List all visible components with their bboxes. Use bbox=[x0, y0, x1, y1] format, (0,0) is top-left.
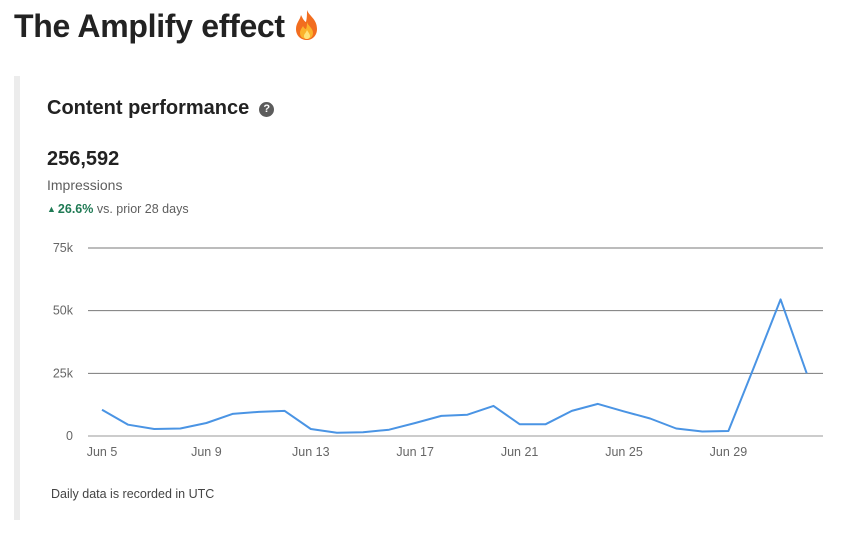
data-point bbox=[492, 405, 494, 407]
data-point bbox=[753, 365, 755, 367]
data-point bbox=[571, 410, 573, 412]
y-tick-label: 50k bbox=[53, 304, 74, 318]
fire-icon bbox=[293, 9, 321, 49]
x-tick-label: Jun 5 bbox=[87, 445, 118, 459]
data-point bbox=[257, 411, 259, 413]
data-point bbox=[414, 422, 416, 424]
data-point bbox=[284, 410, 286, 412]
x-tick-label: Jun 29 bbox=[710, 445, 748, 459]
page-title-text: The Amplify effect bbox=[14, 8, 285, 44]
data-point bbox=[231, 413, 233, 415]
x-tick-label: Jun 17 bbox=[396, 445, 434, 459]
x-tick-label: Jun 21 bbox=[501, 445, 539, 459]
data-point bbox=[701, 430, 703, 432]
data-point bbox=[518, 423, 520, 425]
data-point bbox=[727, 430, 729, 432]
x-tick-label: Jun 13 bbox=[292, 445, 330, 459]
x-tick-label: Jun 9 bbox=[191, 445, 222, 459]
y-tick-label: 0 bbox=[66, 429, 73, 443]
impressions-value: 256,592 bbox=[47, 148, 120, 170]
data-point bbox=[597, 403, 599, 405]
data-point bbox=[779, 298, 781, 300]
y-tick-label: 25k bbox=[53, 366, 74, 380]
data-point bbox=[310, 428, 312, 430]
data-point bbox=[179, 427, 181, 429]
data-point bbox=[545, 423, 547, 425]
impressions-label: Impressions bbox=[47, 177, 123, 193]
impressions-chart: 0 25k 50k 75k Jun 5 Jun 9 Jun 13 Jun 17 Jun 21 Ju… bbox=[53, 241, 823, 459]
data-point bbox=[675, 427, 677, 429]
change-indicator: ▲ 26.6% vs. prior 28 days bbox=[47, 202, 189, 216]
card-title-text: Content performance bbox=[47, 97, 250, 119]
card-title: Content performance? bbox=[47, 97, 275, 120]
help-icon[interactable]: ? bbox=[259, 102, 275, 117]
data-point bbox=[440, 415, 442, 417]
data-point bbox=[362, 431, 364, 433]
data-point bbox=[127, 424, 129, 426]
x-tick-label: Jun 25 bbox=[605, 445, 643, 459]
up-arrow-icon: ▲ bbox=[47, 204, 56, 214]
series-line bbox=[101, 298, 808, 434]
card-left-border bbox=[14, 76, 20, 520]
page-title: The Amplify effect bbox=[14, 8, 321, 49]
data-point bbox=[623, 410, 625, 412]
change-value: 26.6% bbox=[57, 202, 94, 216]
change-suffix: vs. prior 28 days bbox=[96, 202, 189, 216]
data-point bbox=[153, 428, 155, 430]
data-point bbox=[806, 372, 808, 374]
data-point bbox=[336, 432, 338, 434]
y-tick-label: 75k bbox=[53, 241, 74, 255]
data-point bbox=[388, 429, 390, 431]
data-point bbox=[466, 413, 468, 415]
data-point bbox=[101, 408, 103, 410]
footnote: Daily data is recorded in UTC bbox=[51, 487, 215, 501]
data-point bbox=[205, 422, 207, 424]
data-point bbox=[649, 417, 651, 419]
